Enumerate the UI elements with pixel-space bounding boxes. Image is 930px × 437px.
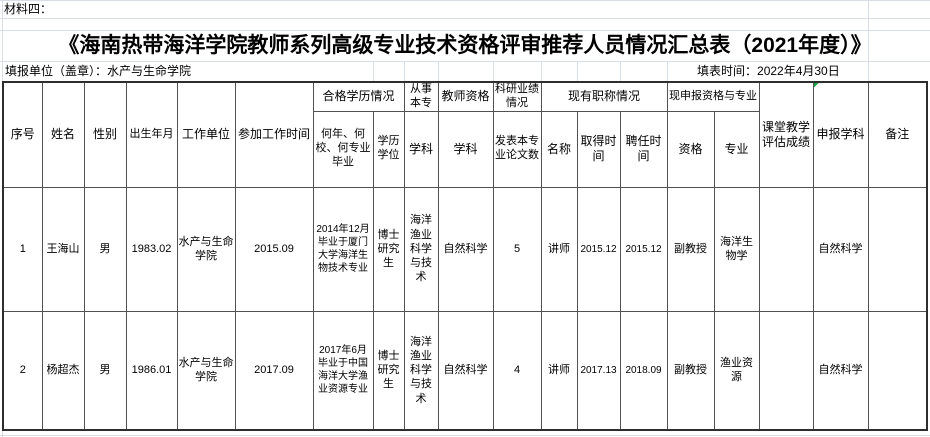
header-seq: 序号 [2, 81, 43, 188]
header-apply-subject: 申报学科 [812, 81, 869, 188]
grid-line [2, 427, 3, 437]
table-row: 2 杨超杰 男 1986.01 水产与生命学院 2017.09 2017年6月毕… [2, 310, 928, 431]
grid-line [373, 61, 374, 81]
header-title-hired: 聘任时间 [619, 110, 668, 188]
cell-seq: 1 [2, 186, 43, 312]
header-apply-group: 现申报资格与专业 [666, 81, 760, 112]
header-teacher-subject: 学科 [437, 110, 494, 188]
cell-apply-subject: 自然科学 [812, 310, 869, 431]
summary-table: 序号 姓名 性别 出生年月 工作单位 参加工作时间 合格学历情况 从事本专 教师… [2, 81, 929, 431]
header-name: 姓名 [41, 81, 85, 188]
fill-date: 填表时间：2022年4月30日 [697, 61, 840, 81]
cell-remark [867, 186, 928, 312]
grid-line [438, 61, 439, 81]
cell-name: 杨超杰 [41, 310, 85, 431]
header-gender: 性别 [83, 81, 127, 188]
reporting-unit: 填报单位（盖章）：水产与生命学院 [5, 61, 191, 81]
header-engaged-major-group: 从事本专 [403, 81, 439, 112]
material-label: 材料四： [4, 2, 53, 16]
cell-birth: 1983.02 [125, 186, 178, 312]
table-row: 1 王海山 男 1983.02 水产与生命学院 2015.09 2014年12月… [2, 186, 928, 312]
cell-teaching-score [758, 186, 814, 312]
cell-remark [867, 310, 928, 431]
cell-degree: 博士研究生 [372, 310, 405, 431]
header-apply-qualification: 资格 [666, 110, 715, 188]
cell-apply-subject: 自然科学 [812, 186, 869, 312]
grid-line [0, 30, 930, 31]
cell-degree: 博士研究生 [372, 186, 405, 312]
grid-line [0, 435, 930, 436]
date-value: 2022年4月30日 [757, 64, 840, 78]
header-papers-count: 发表本专业论文数 [492, 110, 542, 188]
cell-gender: 男 [83, 310, 127, 431]
cell-engaged-subject: 海洋渔业科学与技术 [403, 186, 439, 312]
cell-papers-count: 4 [492, 310, 542, 431]
cell-title-name: 讲师 [540, 310, 578, 431]
cell-name: 王海山 [41, 186, 85, 312]
cell-seq: 2 [2, 310, 43, 431]
grid-line [2, 0, 3, 81]
page-title: 《海南热带海洋学院教师系列高级专业技术资格评审推荐人员情况汇总表（2021年度）… [58, 34, 872, 57]
grid-line [620, 61, 621, 81]
cell-graduation: 2014年12月毕业于厦门大学海洋生物技术专业 [312, 186, 374, 312]
cell-graduation: 2017年6月毕业于中国海洋大学渔业资源专业 [312, 310, 374, 431]
unit-label: 填报单位（盖章）： [5, 64, 108, 78]
cell-papers-count: 5 [492, 186, 542, 312]
cell-gender: 男 [83, 186, 127, 312]
header-engaged-subject: 学科 [403, 110, 439, 188]
cell-apply-major: 渔业资源 [713, 310, 760, 431]
cell-engaged-subject: 海洋渔业科学与技术 [403, 310, 439, 431]
header-apply-major: 专业 [713, 110, 760, 188]
cell-title-hired: 2018.09 [619, 310, 668, 431]
cell-apply-major: 海洋生物学 [713, 186, 760, 312]
date-label: 填表时间： [697, 64, 758, 78]
header-graduation: 何年、何校、何专业毕业 [312, 110, 374, 188]
grid-line [577, 61, 578, 81]
grid-line [868, 0, 869, 81]
header-teaching-score: 课堂教学评估成绩 [758, 81, 814, 188]
cell-apply-qualification: 副教授 [666, 310, 715, 431]
cell-title-obtained: 2015.12 [576, 186, 621, 312]
header-research-group: 科研业绩情况 [492, 81, 542, 112]
header-title-name: 名称 [540, 110, 578, 188]
header-title-obtained: 取得时间 [576, 110, 621, 188]
header-degree: 学历学位 [372, 110, 405, 188]
header-current-title-group: 现有职称情况 [540, 81, 668, 112]
grid-line [541, 61, 542, 81]
cell-work-unit: 水产与生命学院 [176, 310, 236, 431]
grid-line [0, 18, 930, 19]
cell-apply-qualification: 副教授 [666, 186, 715, 312]
cell-work-start: 2017.09 [234, 310, 314, 431]
cell-work-unit: 水产与生命学院 [176, 186, 236, 312]
header-work-unit: 工作单位 [176, 81, 236, 188]
header-apply-subject-label: 申报学科 [816, 127, 865, 142]
grid-line [404, 61, 405, 81]
header-qualified-education-group: 合格学历情况 [312, 81, 405, 112]
cell-title-name: 讲师 [540, 186, 578, 312]
cell-birth: 1986.01 [125, 310, 178, 431]
grid-line [0, 61, 930, 62]
header-work-start: 参加工作时间 [234, 81, 314, 188]
header-teacher-qualification-group: 教师资格 [437, 81, 494, 112]
unit-value: 水产与生命学院 [107, 64, 192, 78]
cell-title-obtained: 2017.13 [576, 310, 621, 431]
grid-line [493, 61, 494, 81]
green-corner-flag-icon [814, 83, 819, 88]
cell-work-start: 2015.09 [234, 186, 314, 312]
cell-teacher-subject: 自然科学 [437, 186, 494, 312]
grid-line [667, 61, 668, 81]
header-birth: 出生年月 [125, 81, 178, 188]
cell-title-hired: 2015.12 [619, 186, 668, 312]
cell-teacher-subject: 自然科学 [437, 310, 494, 431]
grid-line [0, 0, 930, 1]
header-remark: 备注 [867, 81, 928, 188]
cell-teaching-score [758, 310, 814, 431]
